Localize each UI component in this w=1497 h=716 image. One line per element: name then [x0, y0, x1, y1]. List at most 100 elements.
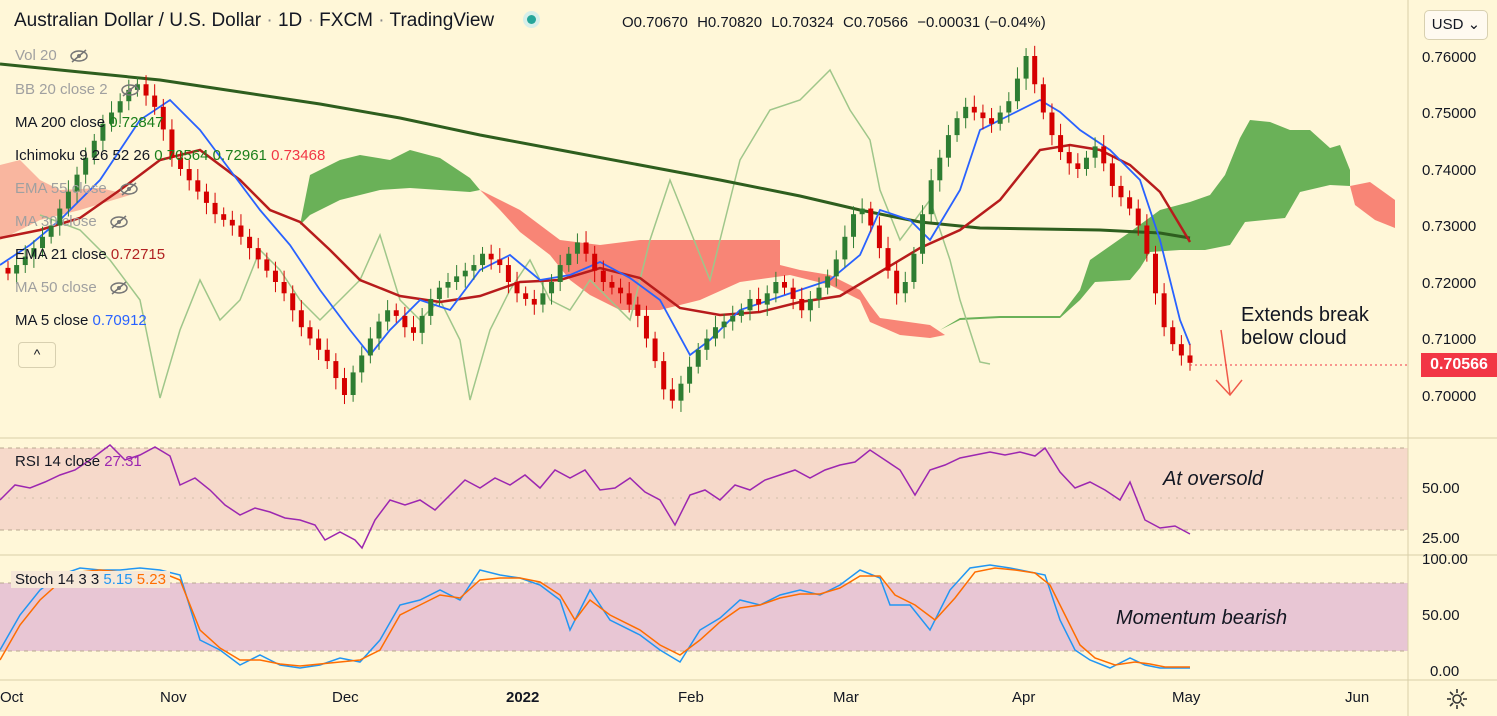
candle-body	[557, 265, 563, 282]
legend-stoch[interactable]: Stoch 14 3 3 5.15 5.23	[11, 571, 170, 588]
hidden-eye-icon[interactable]	[120, 83, 140, 97]
currency-select[interactable]: USD ⌄	[1424, 10, 1488, 40]
candle-body	[1092, 146, 1098, 158]
candle-body	[894, 270, 900, 294]
symbol-header[interactable]: Australian Dollar / U.S. Dollar · 1D · F…	[14, 10, 546, 32]
candle-body	[859, 208, 865, 215]
stoch-note: Momentum bearish	[1116, 607, 1288, 629]
rsi-band	[0, 448, 1408, 530]
candle-body	[160, 106, 166, 130]
candle-body	[152, 95, 158, 107]
exchange-label: FXCM	[319, 10, 373, 31]
candlestick-series	[5, 45, 1193, 412]
legend-ema55[interactable]: EMA 55 close	[15, 180, 139, 197]
time-tick: Feb	[678, 689, 704, 706]
ohlc-open: O0.70670	[622, 14, 688, 31]
candle-body	[669, 389, 675, 401]
candle-body	[635, 304, 641, 316]
candle-body	[643, 315, 649, 339]
candle-body	[117, 101, 123, 113]
candle-body	[652, 338, 658, 362]
candle-body	[1135, 208, 1141, 226]
candle-body	[1101, 146, 1107, 164]
candle-body	[531, 298, 537, 305]
candle-body	[954, 118, 960, 136]
candle-body	[281, 282, 287, 294]
candle-body	[825, 276, 831, 288]
candle-body	[1170, 327, 1176, 345]
candle-body	[298, 310, 304, 328]
chevron-down-icon: ⌄	[1463, 16, 1481, 33]
legend-ema21-value: 0.72715	[110, 246, 166, 263]
candle-body	[920, 214, 926, 254]
candle-body	[851, 214, 857, 237]
rsi-value: 27.31	[104, 453, 142, 470]
candle-body	[566, 253, 572, 266]
candle-body	[868, 208, 874, 226]
interval-label[interactable]: 1D	[277, 10, 303, 31]
hidden-eye-icon[interactable]	[109, 215, 129, 229]
candle-body	[109, 112, 115, 124]
candle-body	[1006, 101, 1012, 113]
candle-body	[290, 293, 296, 311]
candle-body	[807, 298, 813, 311]
legend-ma200-label: MA 200 close	[15, 114, 106, 131]
candle-body	[471, 265, 477, 271]
candle-body	[134, 84, 140, 90]
candle-body	[221, 214, 227, 220]
legend-bb-label: BB 20 close 2	[15, 81, 108, 98]
stoch-k-line	[0, 564, 1190, 669]
time-tick: Apr	[1012, 689, 1036, 706]
candle-body	[203, 191, 209, 203]
candle-body	[488, 253, 494, 260]
legend-bb[interactable]: BB 20 close 2	[15, 81, 140, 98]
candle-body	[540, 293, 546, 305]
legend-ma200[interactable]: MA 200 close 0.72847	[15, 114, 163, 131]
candle-body	[574, 242, 580, 254]
candle-body	[419, 315, 425, 333]
candle-body	[367, 338, 373, 356]
currency-label: USD	[1431, 16, 1464, 33]
candle-body	[1075, 163, 1081, 169]
hidden-eye-icon[interactable]	[119, 182, 139, 196]
candle-body	[505, 265, 511, 282]
legend-vol-label: Vol 20	[15, 47, 57, 64]
candle-body	[445, 282, 451, 288]
candle-body	[721, 321, 727, 328]
legend-vol[interactable]: Vol 20	[15, 47, 89, 64]
ohlc-high: H0.70820	[697, 14, 763, 31]
hidden-eye-icon[interactable]	[109, 281, 129, 295]
legend-ma5-label: MA 5 close	[15, 312, 89, 329]
candle-body	[100, 123, 106, 141]
time-tick: Nov	[160, 689, 187, 706]
candle-body	[307, 327, 313, 339]
legend-ma200-value: 0.72847	[109, 114, 164, 131]
collapse-legend-button[interactable]: ^	[18, 342, 56, 368]
legend-ma30[interactable]: MA 30 close	[15, 213, 129, 230]
gear-icon[interactable]	[1446, 688, 1468, 710]
legend-ichimoku[interactable]: Ichimoku 9 26 52 26 0.70564 0.72961 0.73…	[15, 147, 325, 164]
legend-rsi[interactable]: RSI 14 close 27.31	[15, 453, 142, 470]
source-label: TradingView	[389, 10, 495, 31]
candle-body	[963, 106, 969, 119]
legend-ma5[interactable]: MA 5 close 0.70912	[15, 312, 147, 329]
candle-body	[928, 180, 934, 215]
candle-body	[91, 140, 97, 158]
candle-body	[764, 293, 770, 305]
annotation-line-2: below cloud	[1241, 327, 1347, 349]
price-tick: 0.72000	[1422, 275, 1477, 292]
ohlc-change: −0.00031 (−0.04%)	[917, 14, 1046, 31]
candle-body	[247, 236, 253, 249]
candle-body	[393, 310, 399, 316]
candle-body	[1049, 112, 1055, 136]
price-tick: 0.70000	[1422, 388, 1477, 405]
candle-body	[272, 270, 278, 282]
legend-ma50[interactable]: MA 50 close	[15, 279, 129, 296]
candle-body	[704, 338, 710, 350]
candle-body	[169, 129, 175, 158]
candle-body	[316, 338, 322, 350]
hidden-eye-icon[interactable]	[69, 49, 89, 63]
legend-ema21[interactable]: EMA 21 close 0.72715	[15, 246, 165, 263]
candle-body	[971, 106, 977, 113]
